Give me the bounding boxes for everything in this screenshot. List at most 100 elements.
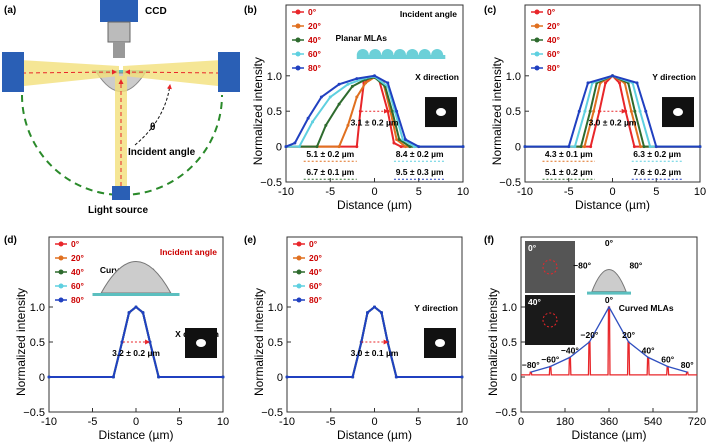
data-point <box>311 120 315 124</box>
series-line-2 <box>286 76 463 148</box>
planar-lens <box>418 49 431 55</box>
y-tick-label: −0.5 <box>261 407 283 419</box>
focal-spot <box>673 108 683 117</box>
data-point <box>111 375 115 379</box>
data-point <box>633 109 637 113</box>
legend-label: 0° <box>308 7 317 17</box>
data-point <box>403 138 407 142</box>
charts: (b) -10 -5 0 5 10 −0.5 0 0.5 1.0 Distance (µm) Norm… <box>4 4 706 442</box>
data-point <box>632 145 636 149</box>
series-line-4 <box>285 74 463 148</box>
data-point <box>579 145 583 149</box>
inset-title: Planar MLAs <box>335 33 387 43</box>
data-point <box>337 102 341 106</box>
highlight-circle <box>542 312 558 328</box>
direction-label: Y direction <box>652 72 696 82</box>
data-point <box>638 109 642 113</box>
x-tick-label: 10 <box>694 186 706 198</box>
x-tick-label: 5 <box>653 186 659 198</box>
data-point <box>589 145 593 149</box>
data-point <box>358 109 362 113</box>
x-axis-label: Distance (µm) <box>572 428 647 442</box>
envelope-line <box>530 305 688 373</box>
direction-label: Y direction <box>414 303 458 313</box>
substrate <box>92 70 150 73</box>
peak-label: 20° <box>622 330 635 340</box>
legend-label: 0° <box>71 239 80 249</box>
beam-bottom <box>115 76 127 186</box>
peak-label: 60° <box>661 355 674 365</box>
data-point <box>157 375 161 379</box>
data-point <box>629 109 633 113</box>
planar-lens <box>381 49 394 55</box>
width-label: 5.1 ± 0.2 µm <box>545 167 593 177</box>
data-point <box>577 109 581 113</box>
light-source-left <box>2 52 24 92</box>
data-point <box>611 74 614 78</box>
data-point <box>351 375 355 379</box>
x-tick-label: 360 <box>600 416 618 428</box>
data-point <box>399 145 403 149</box>
x-tick-label: -10 <box>517 186 533 198</box>
panel-a-schematic: (a) CCD θ Incident angle Light source <box>2 0 240 216</box>
legend-label: 20° <box>547 21 560 31</box>
data-point <box>583 109 587 113</box>
legend-label: 60° <box>308 49 321 59</box>
width-label: 6.7 ± 0.1 µm <box>306 167 354 177</box>
beam-left <box>20 60 119 86</box>
data-point <box>390 109 394 113</box>
panel-label-a: (a) <box>4 5 16 16</box>
y-tick-label: 0 <box>277 372 283 384</box>
x-axis-label: Distance (µm) <box>575 198 650 212</box>
data-point <box>120 340 124 344</box>
data-point <box>586 81 590 85</box>
data-point <box>284 145 288 149</box>
x-tick-label: 0 <box>133 416 139 428</box>
data-point <box>648 145 652 149</box>
data-point <box>134 305 138 309</box>
planar-lens <box>369 49 382 55</box>
data-point <box>221 375 225 379</box>
beam-arrow-left <box>21 69 117 75</box>
ccd-label: CCD <box>145 6 167 17</box>
micro-label: 0° <box>528 243 537 253</box>
x-tick-label: -5 <box>326 416 336 428</box>
data-point <box>297 145 301 149</box>
width-label: 6.3 ± 0.2 µm <box>633 149 681 159</box>
y-axis-label: Normalized intensity <box>490 57 504 165</box>
focal-spot <box>196 339 206 347</box>
y-tick-label: 0 <box>276 142 282 154</box>
legend-label: 40° <box>308 35 321 45</box>
y-tick-label: 1.0 <box>502 302 517 314</box>
y-tick-label: −0.5 <box>499 177 521 189</box>
y-axis-label: Normalized intensity <box>486 288 500 396</box>
y-tick-label: 0 <box>39 372 45 384</box>
x-axis-label: Distance (µm) <box>337 198 412 212</box>
y-tick-label: 0.5 <box>267 106 282 118</box>
panel-label-d: (d) <box>4 235 17 246</box>
data-point <box>285 375 289 379</box>
y-tick-label: 0.5 <box>502 337 517 349</box>
x-axis-label: Distance (µm) <box>337 428 412 442</box>
data-point <box>588 109 592 113</box>
focal-spot <box>436 108 446 117</box>
x-tick-label: 10 <box>456 416 468 428</box>
data-point <box>319 95 323 99</box>
panel-label-e: (e) <box>244 235 256 246</box>
legend-label: 0° <box>309 239 318 249</box>
x-tick-label: 0 <box>371 416 377 428</box>
width-label: 4.3 ± 0.1 µm <box>545 149 593 159</box>
legend-label: 60° <box>71 281 84 291</box>
legend-label: 20° <box>71 253 84 263</box>
legend-label: 20° <box>309 253 322 263</box>
data-point <box>395 109 399 113</box>
peak-label: 0° <box>605 295 614 305</box>
y-tick-label: 0 <box>511 372 517 384</box>
panel-b: (b) -10 -5 0 5 10 −0.5 0 0.5 1.0 Distance (µm) Norm… <box>244 4 469 212</box>
data-point <box>293 141 297 145</box>
data-point <box>315 145 319 149</box>
y-tick-label: 0.5 <box>30 337 45 349</box>
panel-label-b: (b) <box>244 5 257 16</box>
peak-label: −20° <box>581 330 599 340</box>
